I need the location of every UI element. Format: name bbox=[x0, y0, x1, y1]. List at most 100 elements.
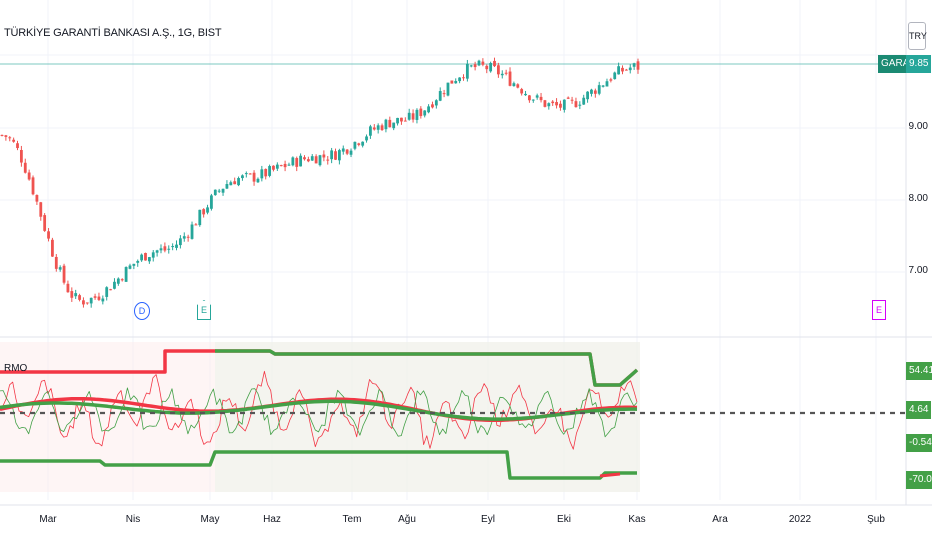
candle-body bbox=[43, 215, 47, 231]
candle-body bbox=[128, 265, 132, 269]
candle-body bbox=[593, 90, 597, 94]
candle-body bbox=[221, 188, 225, 193]
candle-body bbox=[39, 202, 43, 217]
candle-body bbox=[233, 181, 237, 185]
candle-body bbox=[248, 173, 252, 175]
dividend-marker[interactable]: D bbox=[134, 302, 150, 320]
signal-line bbox=[0, 387, 638, 438]
price-tick: 9.00 bbox=[908, 121, 928, 132]
time-tick: Eki bbox=[557, 514, 571, 525]
candle-body bbox=[543, 100, 547, 107]
candle-body bbox=[279, 165, 283, 167]
candle-body bbox=[524, 93, 527, 96]
candle-body bbox=[442, 93, 446, 95]
candle-body bbox=[465, 63, 469, 79]
indicator-value-tag: 4.64 bbox=[906, 401, 932, 419]
candle-body bbox=[291, 157, 295, 166]
candle-body bbox=[481, 61, 485, 65]
candle-body bbox=[198, 209, 202, 226]
candle-body bbox=[8, 137, 12, 139]
candle-body bbox=[376, 125, 380, 130]
candle-body bbox=[516, 84, 520, 88]
time-tick: May bbox=[200, 514, 220, 525]
time-tick: Ara bbox=[712, 514, 728, 525]
candle-body bbox=[225, 184, 229, 189]
candle-body bbox=[369, 126, 372, 136]
candle-body bbox=[310, 156, 314, 161]
candle-body bbox=[337, 150, 341, 161]
candle-body bbox=[349, 150, 353, 155]
candle-body bbox=[372, 127, 376, 130]
candle-body bbox=[380, 125, 384, 131]
indicator-value-tag: -70.04 bbox=[906, 471, 932, 489]
candle-body bbox=[206, 207, 209, 213]
earnings-marker[interactable]: E bbox=[197, 300, 211, 320]
candle-body bbox=[47, 231, 50, 239]
indicator-background bbox=[0, 342, 640, 492]
symbol-title[interactable]: TÜRKİYE GARANTİ BANKASI A.Ş., 1G, BIST bbox=[4, 27, 222, 39]
candle-body bbox=[427, 106, 430, 113]
candle-body bbox=[431, 104, 434, 108]
candle-body bbox=[113, 281, 116, 289]
candle-body bbox=[105, 287, 109, 297]
candle-body bbox=[341, 148, 345, 152]
candle-body bbox=[547, 103, 551, 107]
candle-body bbox=[159, 248, 163, 251]
candle-body bbox=[384, 119, 388, 130]
candle-body bbox=[365, 136, 368, 141]
candle-body bbox=[555, 102, 558, 106]
candles bbox=[0, 57, 640, 308]
candle-body bbox=[12, 139, 16, 142]
candle-body bbox=[392, 122, 396, 129]
candle-body bbox=[241, 175, 244, 179]
candle-body bbox=[182, 236, 186, 239]
currency-button[interactable]: TRY bbox=[908, 22, 927, 50]
candle-body bbox=[155, 250, 159, 253]
candle-body bbox=[562, 99, 566, 110]
candle-body bbox=[54, 256, 58, 269]
indicator-label[interactable]: RMO bbox=[4, 363, 28, 374]
candle-body bbox=[252, 172, 256, 182]
candle-body bbox=[51, 239, 54, 257]
candle-body bbox=[597, 85, 601, 94]
candle-body bbox=[500, 73, 504, 76]
candle-body bbox=[283, 163, 287, 168]
candle-body bbox=[27, 172, 31, 180]
candle-body bbox=[260, 169, 264, 179]
candle-body bbox=[419, 108, 423, 117]
candle-body bbox=[624, 69, 628, 71]
candle-body bbox=[306, 159, 310, 162]
earnings-marker[interactable]: E bbox=[872, 300, 886, 320]
candle-body bbox=[473, 64, 477, 68]
candle-body bbox=[330, 150, 334, 160]
price-tick: 7.00 bbox=[908, 265, 928, 276]
candle-body bbox=[469, 65, 473, 67]
candle-body bbox=[508, 71, 512, 86]
candle-body bbox=[132, 263, 136, 266]
candle-body bbox=[186, 236, 190, 238]
candle-body bbox=[609, 79, 613, 81]
candle-body bbox=[213, 189, 217, 196]
candle-body bbox=[570, 99, 574, 101]
candle-body bbox=[120, 279, 124, 281]
candle-body bbox=[485, 65, 489, 70]
candle-body bbox=[512, 83, 516, 87]
time-tick: Ağu bbox=[398, 514, 416, 525]
candle-body bbox=[559, 103, 562, 108]
candle-body bbox=[175, 244, 178, 248]
candle-body bbox=[617, 66, 621, 75]
candle-body bbox=[35, 195, 39, 202]
candle-body bbox=[578, 104, 582, 106]
candle-body bbox=[4, 135, 8, 137]
candle-body bbox=[167, 248, 171, 250]
candle-body bbox=[520, 89, 524, 94]
candle-body bbox=[582, 97, 586, 105]
candle-body bbox=[462, 77, 465, 79]
candle-body bbox=[299, 155, 303, 167]
candle-body bbox=[636, 61, 640, 70]
candle-body bbox=[535, 95, 539, 98]
candle-body bbox=[590, 89, 593, 94]
rmo-green-average bbox=[0, 399, 638, 421]
candle-body bbox=[566, 97, 570, 99]
